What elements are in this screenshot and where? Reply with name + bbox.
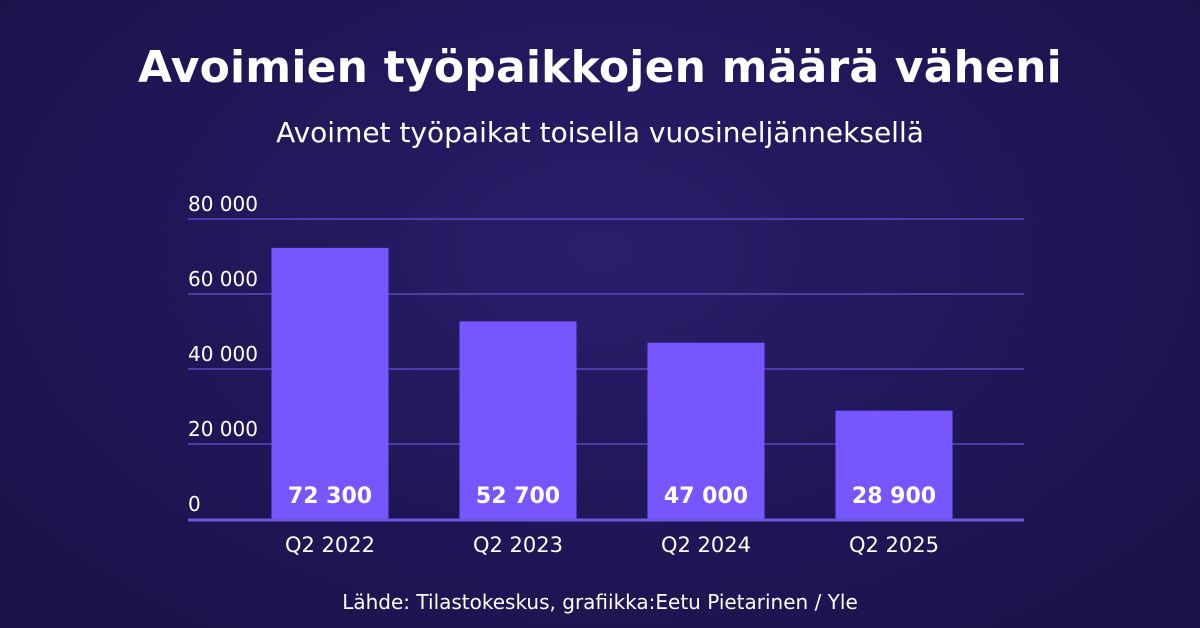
bar-value-label: 52 700 [476,484,560,509]
source-note: Lähde: Tilastokeskus, grafiikka:Eetu Pie… [342,590,858,614]
bar [459,321,577,519]
y-tick-label: 40 000 [188,342,258,366]
y-tick-label: 80 000 [188,192,258,216]
y-tick-label: 0 [188,492,201,516]
y-tick-label: 20 000 [188,417,258,441]
bar [647,342,765,519]
x-tick-label: Q2 2023 [473,533,563,557]
x-tick-label: Q2 2024 [661,533,751,557]
bar-value-label: 47 000 [664,484,748,509]
bar-value-label: 28 900 [852,484,936,509]
x-tick-label: Q2 2025 [849,533,939,557]
chart-subtitle: Avoimet työpaikat toisella vuosineljänne… [276,116,924,149]
bar [271,247,389,519]
bar-value-label: 72 300 [288,484,372,509]
x-tick-label: Q2 2022 [285,533,375,557]
chart-title: Avoimien työpaikkojen määrä väheni [138,42,1062,93]
bar [835,410,953,519]
y-tick-label: 60 000 [188,267,258,291]
